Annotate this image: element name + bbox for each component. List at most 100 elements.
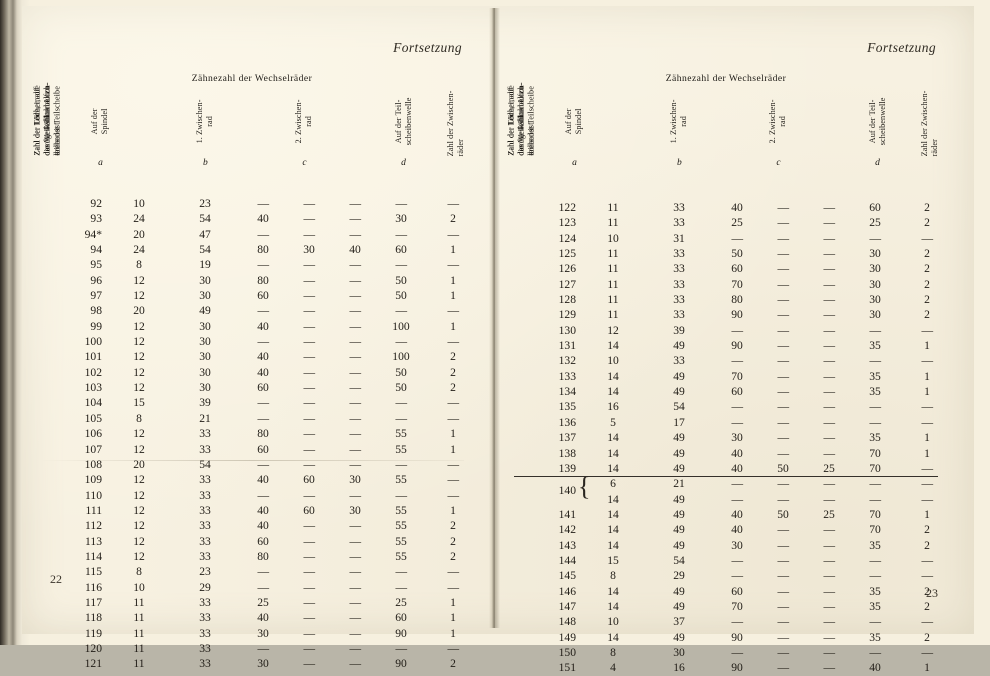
cell-lochkreis: 33: [170, 656, 240, 671]
cell-teilezahl: 118: [48, 610, 108, 625]
cell-spindel: —: [240, 334, 286, 349]
cell-zwischenrad-2: 25: [806, 507, 852, 522]
header-col-zwischenrad-1-text: 1. Zwischen- rad: [195, 86, 215, 156]
cell-zwischenrad-1: —: [760, 538, 806, 553]
cell-zwischenrad-2: —: [806, 307, 852, 322]
cell-lochkreis: 30: [170, 288, 240, 303]
cell-lochkreis: 54: [170, 457, 240, 472]
cell-teilezahl: 135: [522, 399, 582, 414]
cell-zwischenrad-2: —: [806, 415, 852, 430]
cell-zwischenrad-2: —: [332, 334, 378, 349]
cell-zwischenrad-2: —: [806, 645, 852, 660]
cell-loecher-kurbel: 12: [108, 365, 170, 380]
cell-lochkreis: 54: [644, 399, 714, 414]
cell-teilscheibenwelle: 70: [852, 507, 898, 522]
cell-zwischenrad-1: —: [286, 303, 332, 318]
page-number-right: 23: [926, 586, 938, 601]
cell-spindel: 60: [240, 534, 286, 549]
cell-zwischenrad-2: 30: [332, 472, 378, 487]
cell-zwischenraeder-anzahl: —: [898, 645, 956, 660]
cell-zwischenrad-2: —: [332, 257, 378, 272]
cell-teilscheibenwelle: —: [852, 231, 898, 246]
cell-loecher-kurbel: 14: [582, 507, 644, 522]
header-col-teilscheibenwelle: Auf der Teil- scheibenwelle: [825, 84, 930, 158]
cell-spindel: —: [714, 553, 760, 568]
cell-zwischenrad-1: —: [286, 641, 332, 656]
cell-teilezahl: 122: [522, 200, 582, 215]
cell-teilscheibenwelle: 30: [852, 261, 898, 276]
page-number-left: 22: [50, 572, 62, 587]
cell-loecher-kurbel: 14: [582, 584, 644, 599]
cell-lochkreis: 49: [170, 303, 240, 318]
cell-zwischenrad-2: —: [332, 564, 378, 579]
cell-zwischenraeder-anzahl: 2: [898, 261, 956, 276]
cell-loecher-kurbel: 8: [582, 568, 644, 583]
cell-teilezahl: 100: [48, 334, 108, 349]
cell-zwischenrad-1: —: [760, 630, 806, 645]
cell-spindel: 80: [240, 549, 286, 564]
cell-zwischenraeder-anzahl: 1: [898, 507, 956, 522]
cell-zwischenrad-2: —: [806, 292, 852, 307]
cell-zwischenrad-1: —: [760, 200, 806, 215]
cell-teilscheibenwelle: —: [852, 568, 898, 583]
cell-zwischenrad-1: —: [286, 488, 332, 503]
cell-zwischenraeder-anzahl: —: [424, 334, 482, 349]
cell-zwischenraeder-anzahl: 1: [424, 426, 482, 441]
cell-zwischenrad-1: —: [286, 319, 332, 334]
cell-teilscheibenwelle: 35: [852, 369, 898, 384]
cell-teilezahl: 149: [522, 630, 582, 645]
cell-zwischenraeder-anzahl: —: [424, 196, 482, 211]
cell-loecher-kurbel: 12: [108, 288, 170, 303]
cell-zwischenrad-1: —: [760, 231, 806, 246]
cell-teilezahl: 107: [48, 442, 108, 457]
cell-loecher-kurbel: 14: [582, 461, 644, 476]
cell-loecher-kurbel: 11: [582, 246, 644, 261]
cell-zwischenraeder-anzahl: —: [424, 303, 482, 318]
cell-zwischenrad-1: —: [760, 384, 806, 399]
cell-zwischenraeder-anzahl: —: [898, 476, 956, 491]
cell-teilezahl: 131: [522, 338, 582, 353]
subheader-b: b: [627, 158, 732, 168]
cell-teilezahl: 106: [48, 426, 108, 441]
cell-teilezahl: 105: [48, 411, 108, 426]
cell-teilezahl: 114: [48, 549, 108, 564]
cell-zwischenrad-1: —: [286, 426, 332, 441]
cell-teilscheibenwelle: —: [378, 411, 424, 426]
cell-zwischenrad-1: —: [760, 292, 806, 307]
continuation-note-right: Fortsetzung: [867, 40, 936, 56]
cell-lochkreis: 30: [170, 319, 240, 334]
cell-teilezahl: 134: [522, 384, 582, 399]
cell-zwischenrad-1: 30: [286, 242, 332, 257]
cell-spindel: 70: [714, 277, 760, 292]
cell-zwischenrad-2: —: [806, 614, 852, 629]
cell-zwischenrad-2: —: [806, 246, 852, 261]
cell-zwischenrad-2: —: [332, 610, 378, 625]
cell-spindel: 40: [240, 503, 286, 518]
cell-zwischenrad-1: —: [760, 568, 806, 583]
cell-loecher-kurbel: 10: [582, 353, 644, 368]
cell-spindel: —: [714, 568, 760, 583]
cell-lochkreis: 29: [644, 568, 714, 583]
cell-teilezahl: 126: [522, 261, 582, 276]
cell-zwischenraeder-anzahl: —: [424, 457, 482, 472]
row-group-brace: {: [578, 474, 590, 500]
cell-lochkreis: 30: [170, 380, 240, 395]
cell-lochkreis: 49: [644, 446, 714, 461]
subheader-c: c: [732, 158, 825, 168]
cell-teilezahl: 120: [48, 641, 108, 656]
cell-lochkreis: 33: [644, 200, 714, 215]
cell-lochkreis: 23: [170, 196, 240, 211]
cell-zwischenrad-2: —: [806, 553, 852, 568]
cell-loecher-kurbel: 12: [108, 518, 170, 533]
cell-lochkreis: 33: [170, 534, 240, 549]
cell-spindel: —: [240, 580, 286, 595]
cell-teilezahl: 144: [522, 553, 582, 568]
cell-loecher-kurbel: 14: [582, 369, 644, 384]
cell-lochkreis: 30: [170, 334, 240, 349]
cell-lochkreis: 54: [170, 242, 240, 257]
cell-zwischenrad-1: —: [760, 430, 806, 445]
